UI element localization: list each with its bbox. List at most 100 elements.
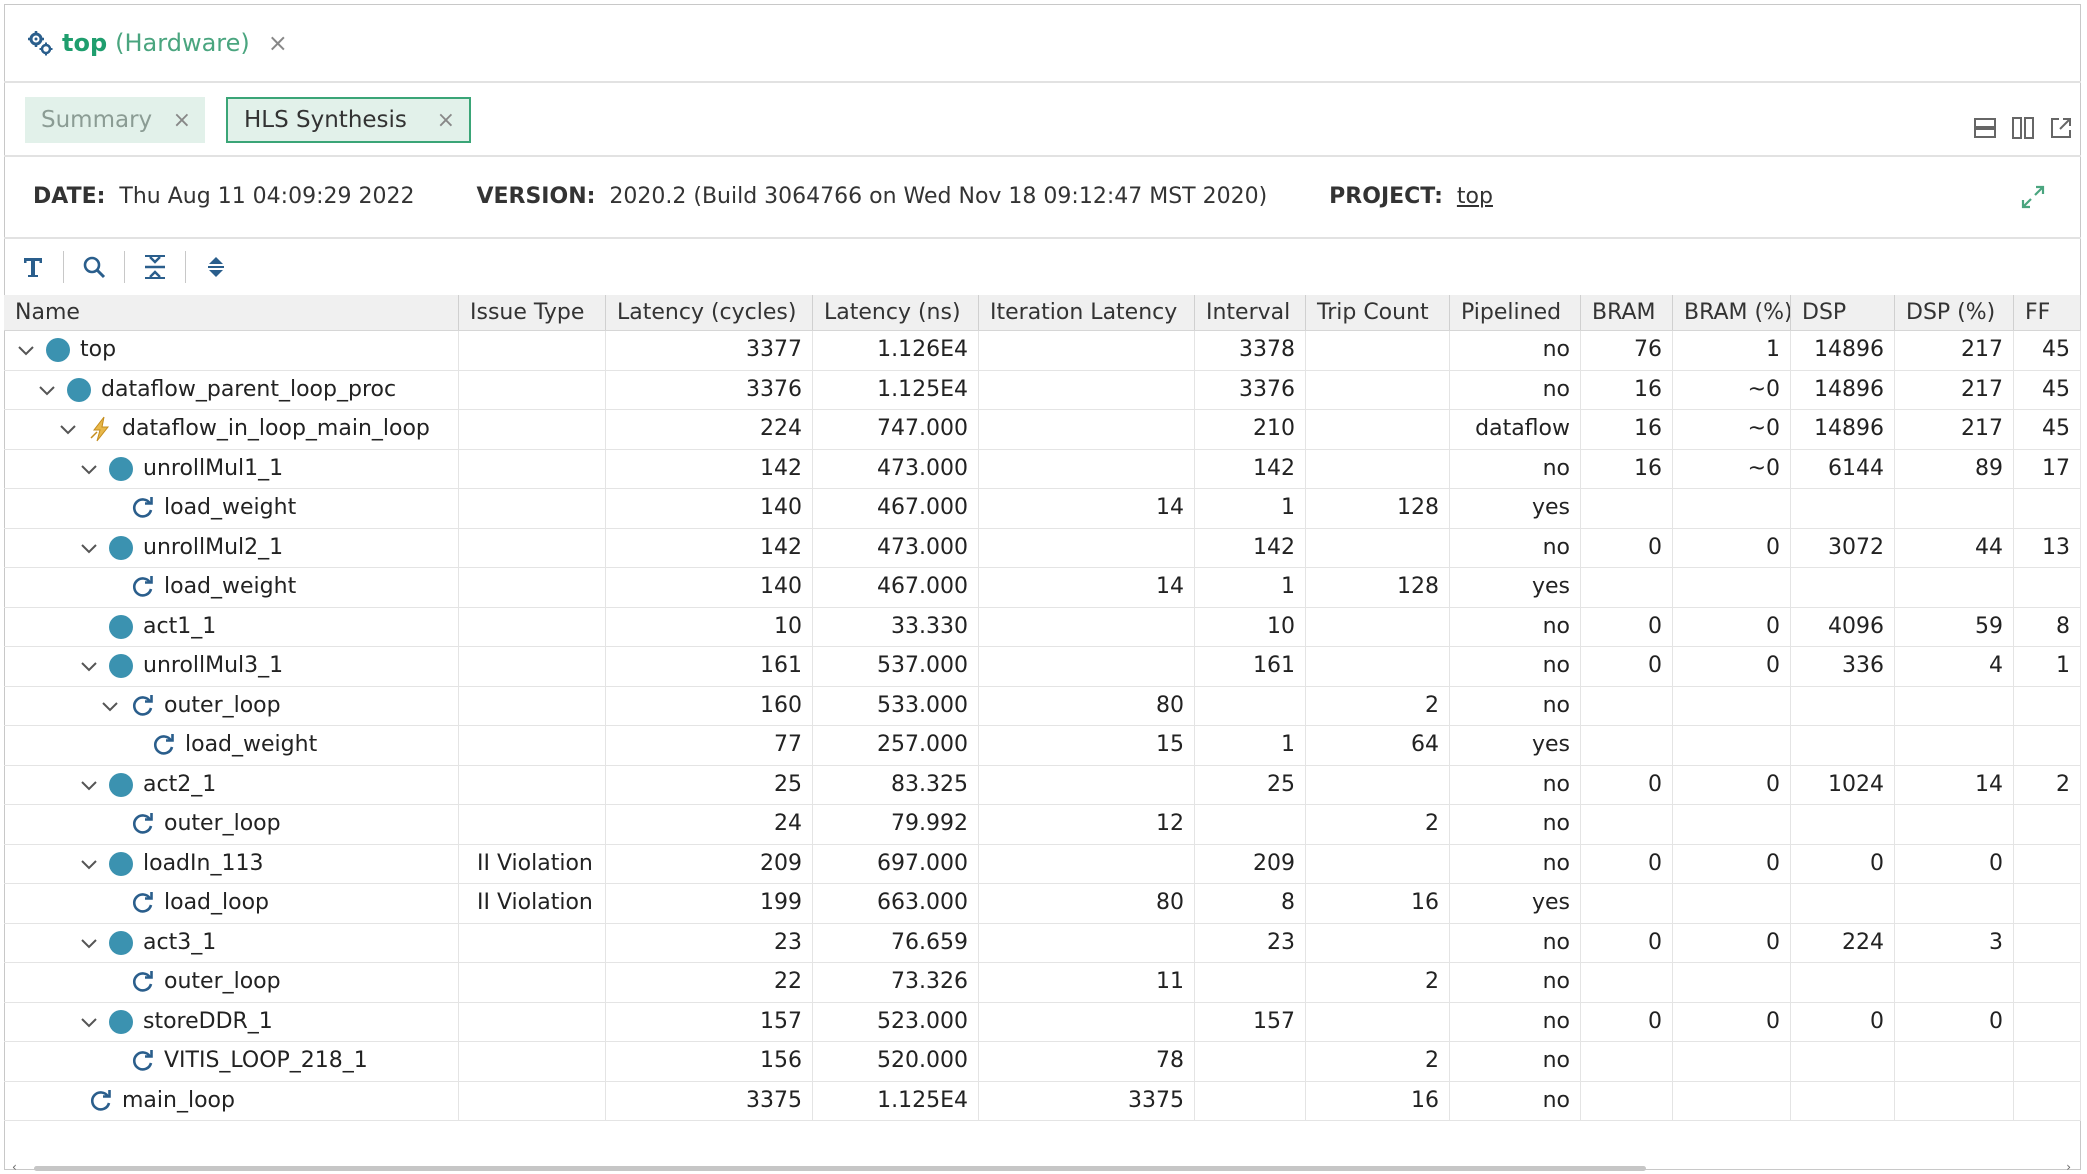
name-cell: unrollMul3_1 <box>4 647 459 686</box>
bram-cell: 16 <box>1581 410 1673 449</box>
table-row[interactable]: load_weight 77 257.000 15 1 64 yes <box>4 726 2081 766</box>
tab-summary[interactable]: Summary × <box>25 97 205 143</box>
chevron-down-icon[interactable] <box>77 931 101 955</box>
column-header-latency-cycles[interactable]: Latency (cycles) <box>606 295 813 330</box>
tab-hls-synthesis[interactable]: HLS Synthesis × <box>226 97 471 143</box>
ff-cell <box>2014 726 2081 765</box>
interval-cell: 10 <box>1195 607 1306 646</box>
project-link[interactable]: top <box>1456 183 1493 209</box>
horizontal-scrollbar-thumb[interactable] <box>34 1166 1646 1171</box>
table-row[interactable]: top 3377 1.126E4 3378 no 76 1 14896 217 45 <box>4 331 2081 371</box>
split-vertical-icon[interactable] <box>2011 116 2035 140</box>
search-button[interactable] <box>77 250 111 284</box>
editor-tab-top[interactable]: top (Hardware) × <box>26 22 288 64</box>
chevron-down-icon[interactable] <box>77 852 101 876</box>
table-row[interactable]: dataflow_parent_loop_proc 3376 1.125E4 3376… <box>4 370 2081 410</box>
interval-cell: 1 <box>1195 568 1306 607</box>
pipelined-cell: no <box>1450 686 1581 725</box>
latency-ns-cell: 467.000 <box>813 568 979 607</box>
module-icon <box>109 851 133 876</box>
column-header-trip-count[interactable]: Trip Count <box>1306 295 1450 330</box>
table-row[interactable]: VITIS_LOOP_218_1 156 520.000 78 2 no <box>4 1042 2081 1082</box>
chevron-down-icon[interactable] <box>14 338 38 362</box>
table-row[interactable]: act2_1 25 83.325 25 no 0 0 1024 14 2 <box>4 765 2081 805</box>
column-header-latency-ns[interactable]: Latency (ns) <box>813 295 979 330</box>
column-header-pipelined[interactable]: Pipelined <box>1450 295 1581 330</box>
scroll-left-icon[interactable]: ‹ <box>12 1160 17 1174</box>
module-icon <box>109 456 133 481</box>
ff-cell: 8 <box>2014 607 2081 646</box>
row-name-label: load_loop <box>164 890 270 916</box>
latency-ns-cell: 1.126E4 <box>813 331 979 370</box>
expand-all-button[interactable] <box>199 250 233 284</box>
table-row[interactable]: loadIn_113 II Violation 209 697.000 209 no 0 0 0… <box>4 844 2081 884</box>
table-row[interactable]: outer_loop 160 533.000 80 2 no <box>4 686 2081 726</box>
table-row[interactable]: unrollMul3_1 161 537.000 161 no 0 0 336 4 1 <box>4 647 2081 687</box>
column-header-interval[interactable]: Interval <box>1195 295 1306 330</box>
dsp-cell: 224 <box>1791 923 1895 962</box>
tab-summary-close-icon[interactable]: × <box>172 107 191 133</box>
table-row[interactable]: act1_1 10 33.330 10 no 0 0 4096 59 8 <box>4 607 2081 647</box>
ff-cell <box>2014 686 2081 725</box>
text-format-button[interactable] <box>16 250 50 284</box>
chevron-down-icon[interactable] <box>77 773 101 797</box>
bram-pct-cell <box>1673 884 1791 923</box>
editor-tab-subtitle: (Hardware) <box>115 29 250 57</box>
table-row[interactable]: main_loop 3375 1.125E4 3375 16 no <box>4 1081 2081 1121</box>
column-header-bram[interactable]: BRAM <box>1581 295 1673 330</box>
expand-arrows-icon[interactable] <box>2019 183 2047 211</box>
split-horizontal-icon[interactable] <box>1973 116 1997 140</box>
bram-pct-cell <box>1673 805 1791 844</box>
float-window-icon[interactable] <box>2049 116 2073 140</box>
chevron-down-icon[interactable] <box>77 1010 101 1034</box>
name-cell: act1_1 <box>4 607 459 646</box>
bram-pct-cell: 0 <box>1673 647 1791 686</box>
table-row[interactable]: unrollMul1_1 142 473.000 142 no 16 ~0 6144 89 17 <box>4 449 2081 489</box>
collapse-all-button[interactable] <box>138 250 172 284</box>
module-icon <box>109 1009 133 1034</box>
table-row[interactable]: act3_1 23 76.659 23 no 0 0 224 3 <box>4 923 2081 963</box>
column-header-name[interactable]: Name <box>4 295 459 330</box>
iteration-latency-cell: 15 <box>979 726 1195 765</box>
column-header-dsp-pct[interactable]: DSP (%) <box>1895 295 2014 330</box>
row-name-label: loadIn_113 <box>143 850 264 876</box>
row-name-label: VITIS_LOOP_218_1 <box>164 1048 368 1074</box>
chevron-down-icon[interactable] <box>77 536 101 560</box>
table-row[interactable]: storeDDR_1 157 523.000 157 no 0 0 0 0 <box>4 1002 2081 1042</box>
bram-cell <box>1581 884 1673 923</box>
table-row[interactable]: unrollMul2_1 142 473.000 142 no 0 0 3072 44 13 <box>4 528 2081 568</box>
interval-cell: 3376 <box>1195 370 1306 409</box>
table-row[interactable]: outer_loop 22 73.326 11 2 no <box>4 963 2081 1003</box>
table-row[interactable]: load_weight 140 467.000 14 1 128 yes <box>4 489 2081 529</box>
column-header-dsp[interactable]: DSP <box>1791 295 1895 330</box>
chevron-down-icon[interactable] <box>35 378 59 402</box>
table-row[interactable]: load_loop II Violation 199 663.000 80 8 16 yes <box>4 884 2081 924</box>
chevron-down-icon[interactable] <box>98 694 122 718</box>
column-header-issue-type[interactable]: Issue Type <box>459 295 606 330</box>
table-row[interactable]: dataflow_in_loop_main_loop 224 747.000 210 d… <box>4 410 2081 450</box>
pipelined-cell: no <box>1450 765 1581 804</box>
name-cell: outer_loop <box>4 805 459 844</box>
chevron-down-icon[interactable] <box>77 654 101 678</box>
table-row[interactable]: outer_loop 24 79.992 12 2 no <box>4 805 2081 845</box>
editor-tab-close-icon[interactable]: × <box>267 29 288 57</box>
latency-cycles-cell: 3376 <box>606 370 813 409</box>
column-header-bram-pct[interactable]: BRAM (%) <box>1673 295 1791 330</box>
trip-count-cell <box>1306 449 1450 488</box>
bram-cell <box>1581 489 1673 528</box>
tab-hls-synthesis-close-icon[interactable]: × <box>436 107 455 133</box>
version-value: 2020.2 (Build 3064766 on Wed Nov 18 09:1… <box>609 183 1268 209</box>
module-icon <box>109 614 133 639</box>
column-header-ff[interactable]: FF <box>2014 295 2081 330</box>
dsp-pct-cell <box>1895 1042 2014 1081</box>
chevron-down-icon[interactable] <box>77 457 101 481</box>
dsp-pct-cell <box>1895 805 2014 844</box>
scroll-right-icon[interactable]: › <box>2066 1160 2071 1174</box>
iteration-latency-cell: 11 <box>979 963 1195 1002</box>
table-row[interactable]: load_weight 140 467.000 14 1 128 yes <box>4 568 2081 608</box>
bram-cell <box>1581 568 1673 607</box>
iteration-latency-cell <box>979 844 1195 883</box>
column-header-iteration-latency[interactable]: Iteration Latency <box>979 295 1195 330</box>
name-cell: storeDDR_1 <box>4 1002 459 1041</box>
chevron-down-icon[interactable] <box>56 417 80 441</box>
